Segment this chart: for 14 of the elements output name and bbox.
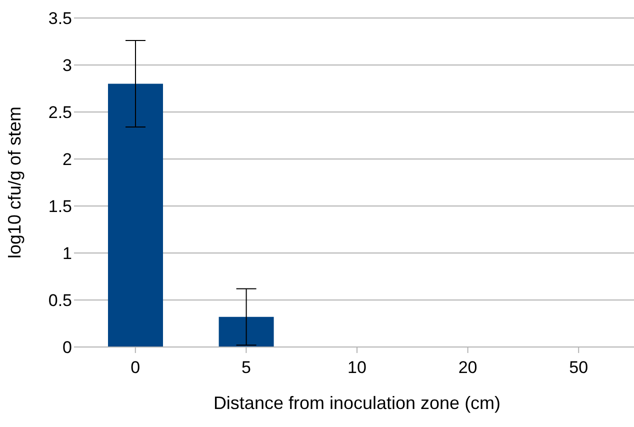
y-tick-label: 1 [62, 244, 72, 264]
y-tick-label: 1.5 [48, 197, 72, 216]
y-tick-label: 3.5 [48, 9, 72, 28]
y-tick-label: 2 [62, 150, 72, 170]
x-tick-label: 50 [569, 358, 588, 378]
y-tick-label: 3 [62, 56, 72, 76]
y-tick-label: 0 [62, 338, 72, 358]
x-axis-title: Distance from inoculation zone (cm) [213, 393, 501, 413]
x-tick-label: 10 [348, 358, 366, 378]
x-tick-label: 0 [130, 358, 140, 378]
x-tick-label: 5 [241, 358, 251, 378]
y-tick-label: 2.5 [48, 103, 72, 122]
x-tick-label: 20 [458, 358, 478, 378]
y-tick-label: 0.5 [48, 291, 72, 310]
